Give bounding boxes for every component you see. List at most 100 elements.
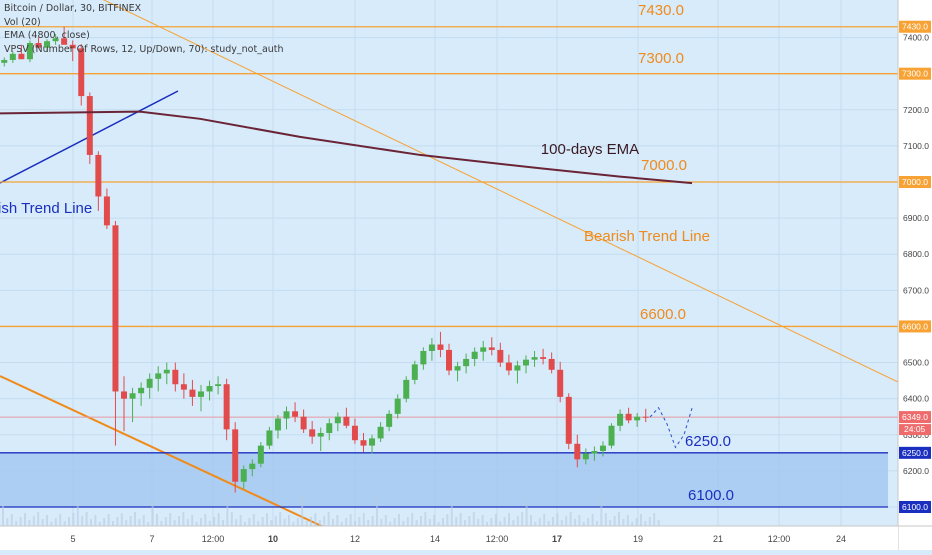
candle-body[interactable]	[540, 357, 547, 359]
candle-body[interactable]	[548, 358, 555, 370]
candle-body[interactable]	[129, 393, 136, 399]
ema-100-line[interactable]	[0, 110, 693, 185]
volume-bar	[248, 518, 251, 526]
time-tick-label: 24	[836, 534, 846, 544]
candle-body[interactable]	[35, 42, 42, 48]
price-tick-label: 7200.0	[903, 105, 929, 115]
volume-bar	[446, 514, 449, 526]
candle-body[interactable]	[394, 398, 401, 414]
candle-body[interactable]	[300, 416, 307, 430]
candle-body[interactable]	[608, 425, 615, 446]
candle-body[interactable]	[121, 391, 128, 399]
candle-body[interactable]	[326, 423, 333, 433]
candle-body[interactable]	[189, 389, 196, 397]
candle-body[interactable]	[180, 384, 187, 390]
candle-body[interactable]	[52, 38, 59, 42]
candle-body[interactable]	[514, 365, 521, 371]
candle-body[interactable]	[138, 387, 145, 394]
candle-body[interactable]	[591, 451, 598, 454]
candle-body[interactable]	[1, 59, 8, 63]
candle-body[interactable]	[86, 96, 93, 155]
candle-body[interactable]	[112, 225, 119, 392]
volume-bar	[116, 517, 119, 526]
candle-body[interactable]	[446, 349, 453, 371]
candle-body[interactable]	[240, 469, 247, 482]
candle-body[interactable]	[317, 432, 324, 437]
candle-body[interactable]	[617, 413, 624, 426]
candle-body[interactable]	[61, 38, 68, 45]
bearish-trend-line[interactable]	[0, 0, 899, 383]
candle-body[interactable]	[215, 384, 222, 387]
candle-body[interactable]	[249, 463, 256, 470]
candle-body[interactable]	[488, 347, 495, 350]
candle-body[interactable]	[420, 351, 427, 365]
candle-body[interactable]	[103, 196, 110, 226]
legend-volume[interactable]: Vol (20)	[4, 16, 41, 28]
candle-body[interactable]	[574, 443, 581, 460]
candle-body[interactable]	[625, 413, 632, 421]
candle-body[interactable]	[343, 416, 350, 426]
candle-body[interactable]	[565, 396, 572, 444]
candle-body[interactable]	[18, 53, 25, 60]
volume-bar	[618, 512, 620, 526]
legend-vpsv[interactable]: VPSV (Number Of Rows, 12, Up/Down, 70): …	[4, 43, 284, 55]
candle-body[interactable]	[309, 429, 316, 437]
candle-body[interactable]	[557, 369, 564, 397]
candle-body[interactable]	[206, 386, 213, 392]
candle-body[interactable]	[634, 416, 641, 421]
candle-body[interactable]	[283, 411, 290, 419]
volume-bar	[406, 517, 409, 526]
candle-body[interactable]	[377, 426, 384, 439]
candle-body[interactable]	[471, 351, 478, 359]
candle-body[interactable]	[463, 358, 470, 367]
volume-bar	[362, 513, 365, 526]
candle-body[interactable]	[172, 369, 179, 385]
candle-body[interactable]	[497, 349, 504, 363]
candle-body[interactable]	[9, 53, 16, 60]
level-7430-label: 7430.0	[638, 2, 684, 19]
candle-body[interactable]	[274, 418, 281, 431]
candle-body[interactable]	[292, 411, 299, 417]
candle-body[interactable]	[95, 154, 102, 197]
candle-body[interactable]	[232, 429, 239, 482]
candle-body[interactable]	[454, 366, 461, 371]
candle-body[interactable]	[360, 440, 367, 446]
candle-body[interactable]	[522, 359, 529, 366]
candle-body[interactable]	[411, 364, 418, 380]
candle-body[interactable]	[437, 344, 444, 350]
candle-body[interactable]	[197, 391, 204, 397]
volume-bar	[340, 522, 343, 526]
candle-body[interactable]	[403, 379, 410, 399]
candle-body[interactable]	[599, 445, 606, 452]
candle-body[interactable]	[582, 453, 589, 460]
candle-body[interactable]	[26, 42, 33, 60]
volume-bar	[481, 515, 484, 526]
candle-body[interactable]	[428, 344, 435, 352]
candle-body[interactable]	[44, 41, 51, 48]
candle-body[interactable]	[642, 416, 649, 418]
volume-bar	[486, 522, 488, 526]
candle-body[interactable]	[351, 425, 358, 441]
annotations: 100-days EMA Bearish Trend Line ish Trend …	[0, 141, 710, 245]
candle-body[interactable]	[223, 384, 230, 430]
tag-7430-bg	[899, 20, 931, 33]
candle-body[interactable]	[531, 357, 538, 360]
candle-body[interactable]	[480, 347, 487, 352]
volume-bar	[420, 516, 422, 526]
price-tick-label: 6200.0	[903, 466, 929, 476]
candle-body[interactable]	[386, 413, 393, 427]
candle-body[interactable]	[369, 438, 376, 446]
time-tick-label: 12	[350, 534, 360, 544]
candle-body[interactable]	[78, 48, 85, 97]
candle-body[interactable]	[163, 369, 170, 374]
candle-body[interactable]	[505, 362, 512, 371]
candle-body[interactable]	[266, 430, 273, 446]
candle-body[interactable]	[146, 378, 153, 388]
candle-body[interactable]	[257, 445, 264, 464]
candle-body[interactable]	[155, 373, 162, 379]
candle-body[interactable]	[69, 44, 76, 49]
legend-symbol[interactable]: Bitcoin / Dollar, 30, BITFINEX	[4, 3, 142, 14]
candle-body[interactable]	[334, 416, 341, 424]
legend-ema[interactable]: EMA (4800, close)	[4, 30, 90, 41]
